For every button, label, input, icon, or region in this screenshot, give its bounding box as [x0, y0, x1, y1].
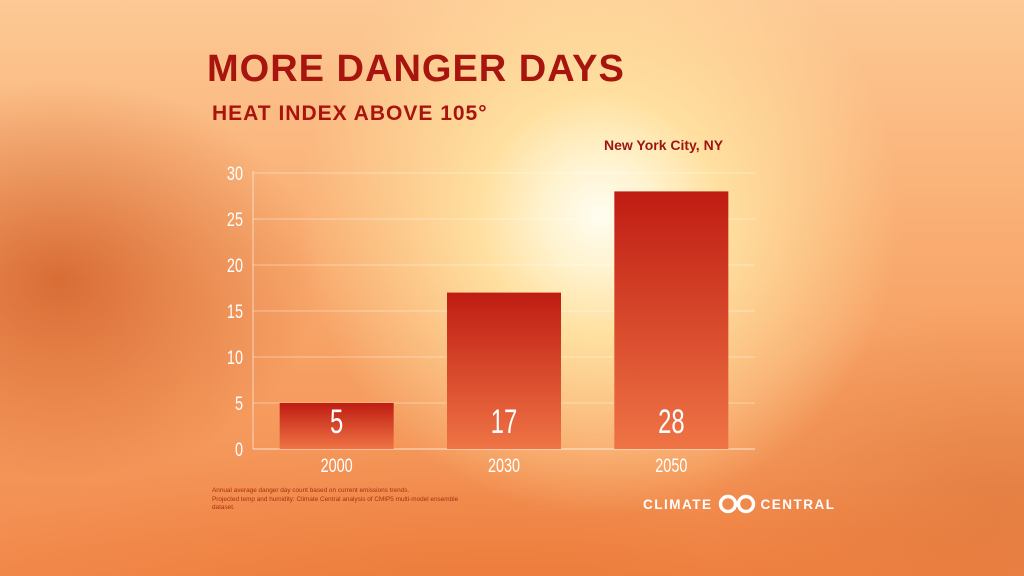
- y-tick-label: 10: [227, 347, 243, 368]
- chart-title: MORE DANGER DAYS: [207, 48, 625, 90]
- bar-2000: [279, 403, 394, 449]
- data-label: 17: [491, 403, 517, 441]
- footnote-line-2: Projected temp and humidity: Climate Cen…: [212, 495, 459, 503]
- y-tick-label: 30: [227, 163, 243, 184]
- y-axis-ticks: 0 5 10 15 20 25 30: [227, 163, 243, 460]
- y-tick-label: 15: [227, 301, 243, 322]
- chart-subtitle: HEAT INDEX ABOVE 105°: [212, 102, 488, 125]
- location-label: New York City, NY: [604, 137, 724, 153]
- footnote: Annual average danger day count based on…: [212, 487, 522, 513]
- x-tick-label: 2050: [655, 455, 687, 476]
- x-axis-ticks: 2000 2030 2050: [321, 455, 688, 476]
- footnote-line-3: dataset.: [212, 504, 235, 512]
- bars: [279, 191, 729, 449]
- data-label: 5: [330, 403, 343, 441]
- y-tick-label: 25: [227, 209, 243, 230]
- bar-2030: [447, 292, 561, 449]
- data-label: 28: [658, 403, 684, 441]
- data-labels: 5 17 28: [330, 403, 685, 441]
- brand-word-left: CLIMATE: [643, 496, 713, 512]
- y-tick-label: 20: [227, 255, 243, 276]
- x-tick-label: 2000: [321, 455, 353, 476]
- brand-logo: CLIMATE CENTRAL: [643, 494, 836, 514]
- climate-central-logo-icon: [718, 494, 755, 514]
- y-tick-label: 5: [235, 393, 243, 414]
- brand-word-right: CENTRAL: [760, 496, 836, 512]
- footnote-line-1: Annual average danger day count based on…: [212, 487, 410, 494]
- y-tick-label: 0: [235, 439, 243, 460]
- bar-2050: [614, 191, 729, 449]
- x-tick-label: 2030: [488, 455, 520, 476]
